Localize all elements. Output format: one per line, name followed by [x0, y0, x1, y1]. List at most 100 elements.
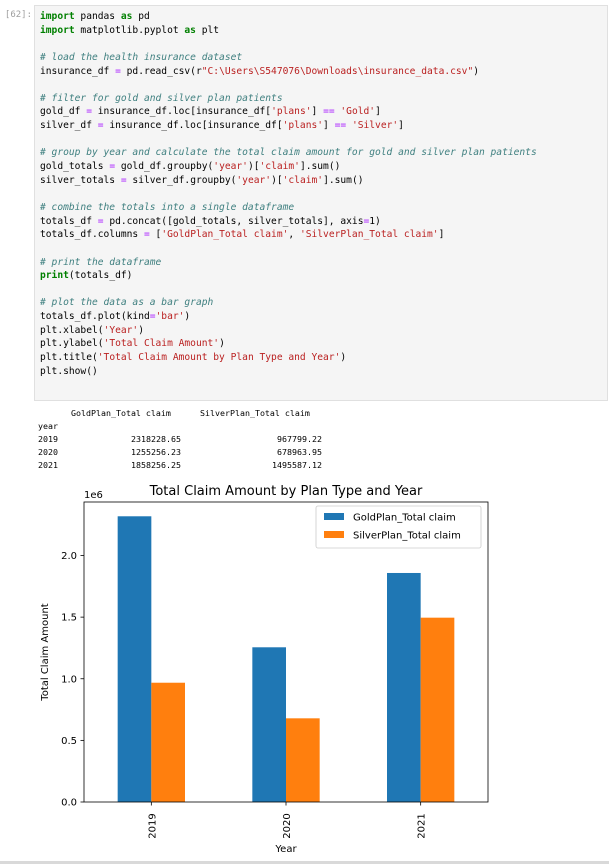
code-token: # combine the totals into a single dataf… — [40, 201, 295, 213]
code-token: plt.xlabel( — [40, 324, 104, 336]
row-silver: 678963.95 — [277, 447, 322, 458]
code-token: # load the health insurance dataset — [40, 51, 243, 63]
code-token: plt.ylabel( — [40, 338, 104, 350]
bar-1-0 — [151, 682, 185, 802]
code-line: plt.show() — [40, 365, 537, 379]
code-token: 'Total Claim Amount by Plan Type and Yea… — [97, 352, 341, 364]
y-axis-label: Total Claim Amount — [40, 603, 51, 701]
x-axis-label: Year — [274, 844, 297, 855]
code-token: 'GoldPlan_Total claim' — [161, 229, 289, 241]
code-token: totals_df.columns — [40, 229, 144, 241]
legend-label-1: SilverPlan_Total claim — [353, 531, 461, 542]
bar-0-0 — [117, 516, 152, 802]
code-line: # plot the data as a bar graph — [40, 296, 537, 310]
code-token: ] — [438, 229, 445, 241]
code-line — [40, 283, 537, 297]
code-token: pd.concat([gold_totals, silver_totals], … — [103, 215, 364, 227]
code-token: ) — [138, 324, 144, 336]
row-year: 2020 — [38, 447, 58, 458]
cell-prompt: [62]: — [4, 10, 32, 20]
code-token: ] — [323, 120, 335, 132]
code-token: , — [288, 229, 300, 241]
code-line: plt.title('Total Claim Amount by Plan Ty… — [40, 351, 537, 365]
code-token: totals_df — [40, 215, 98, 227]
code-token: 'year' — [213, 161, 248, 173]
y-tick-label: 2.0 — [61, 551, 77, 562]
code-token: silver_df — [40, 120, 98, 132]
row-gold: 2318228.65 — [131, 434, 181, 445]
code-line: # print the dataframe — [40, 256, 537, 270]
code-token: # plot the data as a bar graph — [40, 297, 214, 309]
code-token: = — [97, 120, 104, 132]
table-index-name-row: year — [38, 420, 358, 433]
code-token: "C:\Users\S547076\Downloads\insurance_da… — [201, 65, 474, 77]
code-token: = — [120, 174, 127, 186]
code-token: )[ — [247, 161, 260, 173]
row-year: 2019 — [38, 434, 58, 445]
code-line — [40, 78, 537, 92]
table-header-row: GoldPlan_Total claim SilverPlan_Total cla… — [38, 407, 358, 420]
code-line: gold_df = insurance_df.loc[insurance_df[… — [40, 105, 537, 119]
code-token: pandas — [74, 11, 121, 22]
bar-1-1 — [286, 718, 320, 802]
bar-0-1 — [252, 647, 286, 802]
row-silver: 967799.22 — [277, 434, 322, 445]
index-name: year — [38, 421, 58, 432]
code-token: as — [184, 24, 196, 36]
code-editor[interactable]: import pandas as pd import matplotlib.pyp… — [40, 10, 537, 378]
legend-swatch-0 — [324, 513, 344, 520]
y-tick-label: 1.0 — [61, 674, 77, 685]
code-token: 'plans' — [271, 106, 312, 118]
code-line: totals_df.plot(kind='bar') — [40, 310, 537, 324]
code-token: # filter for gold and silver plan patien… — [40, 92, 283, 104]
horizontal-scrollbar[interactable] — [0, 861, 609, 864]
bar-1-2 — [420, 617, 455, 802]
code-line: totals_df.columns = ['GoldPlan_Total cla… — [40, 228, 537, 242]
code-token: totals_df.plot(kind — [40, 311, 150, 323]
code-line: # filter for gold and silver plan patien… — [40, 92, 537, 106]
code-token: 'Gold' — [340, 106, 376, 118]
code-line: # combine the totals into a single dataf… — [40, 201, 537, 215]
code-token: pd.read_csv(r — [120, 65, 202, 77]
code-token: 'plans' — [282, 120, 324, 132]
y-tick-label: 0.0 — [61, 798, 77, 809]
code-token: import — [40, 11, 75, 22]
x-tick-label: 2021 — [417, 813, 428, 838]
code-line: print(totals_df) — [40, 269, 537, 283]
code-token: (totals_df) — [68, 270, 133, 282]
code-token: = — [363, 215, 370, 227]
code-token: ] — [375, 106, 381, 118]
code-token: = — [143, 229, 150, 241]
dataframe-output: GoldPlan_Total claim SilverPlan_Total cla… — [38, 407, 358, 472]
code-token: ) — [184, 311, 191, 323]
code-line — [40, 242, 537, 256]
row-gold: 1858256.25 — [131, 460, 181, 471]
row-gold: 1255256.23 — [131, 447, 181, 458]
code-token: = — [109, 161, 116, 173]
code-token: insurance_df — [40, 65, 116, 77]
code-token: plt.title( — [40, 352, 98, 364]
code-token: silver_totals — [40, 174, 121, 186]
code-token: ) — [473, 65, 479, 77]
code-token: 'SilverPlan_Total claim' — [299, 229, 439, 241]
table-row: 2019 2318228.65 967799.22 — [38, 433, 358, 446]
code-token: pd — [132, 11, 150, 22]
code-token: ].sum() — [323, 174, 364, 186]
code-token: 1) — [369, 215, 381, 227]
x-tick-label: 2020 — [282, 813, 293, 838]
legend-box — [315, 505, 482, 549]
code-token: 'claim' — [282, 174, 324, 186]
code-token: ] — [398, 120, 404, 132]
code-cell[interactable]: import pandas as pd import matplotlib.pyp… — [34, 5, 608, 401]
code-token: [ — [149, 229, 162, 241]
code-line: # load the health insurance dataset — [40, 51, 537, 65]
code-token: insurance_df.loc[insurance_df[ — [92, 106, 272, 118]
code-line — [40, 37, 537, 51]
code-token: as — [120, 11, 133, 22]
code-line: silver_totals = silver_df.groupby('year'… — [40, 174, 537, 188]
table-row: 2021 1858256.25 1495587.12 — [38, 459, 358, 472]
code-token: 'year' — [236, 174, 272, 186]
y-tick-label: 0.5 — [61, 736, 77, 747]
code-token: 'Total Claim Amount' — [103, 338, 220, 350]
code-token: ].sum() — [299, 161, 341, 173]
